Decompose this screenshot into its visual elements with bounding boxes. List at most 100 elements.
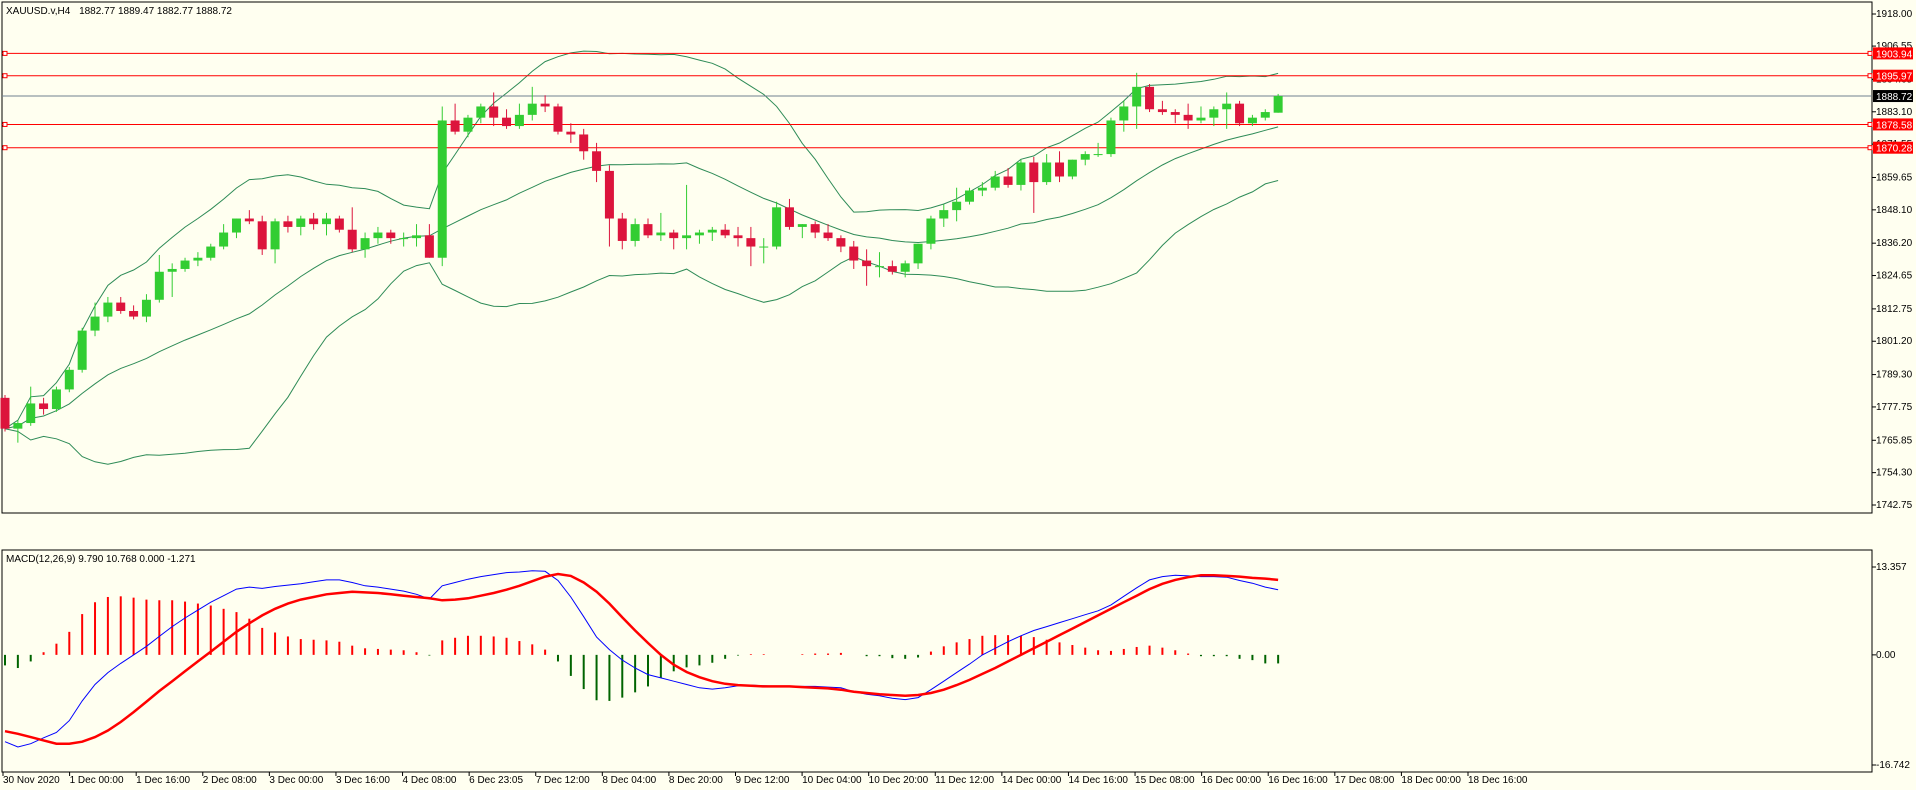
bear-candle bbox=[784, 207, 794, 227]
bull-candle bbox=[270, 221, 280, 250]
bull-candle bbox=[1247, 117, 1257, 124]
macd-panel-frame bbox=[1, 549, 1873, 773]
bull-candle bbox=[412, 235, 422, 239]
level-anchor-right bbox=[1867, 121, 1873, 127]
level-tag-label: 1903.94 bbox=[1876, 49, 1913, 60]
bear-candle bbox=[1029, 162, 1039, 183]
bull-candle bbox=[463, 117, 473, 132]
macd-tick-label: 0.00 bbox=[1876, 650, 1896, 661]
candlesticks bbox=[0, 72, 1283, 443]
bull-candle bbox=[103, 302, 113, 317]
price-tick-label: 1777.75 bbox=[1876, 402, 1913, 413]
price-tick-label: 1742.75 bbox=[1876, 500, 1913, 511]
price-tags: 1903.94 1895.97 1878.58 1870.28 1888.72 bbox=[1873, 47, 1913, 155]
bear-candle bbox=[116, 302, 126, 311]
bull-candle bbox=[1042, 162, 1052, 183]
price-tick-label: 1918.00 bbox=[1876, 9, 1913, 20]
level-tag bbox=[1873, 118, 1913, 131]
macd-tick-label: 13.357 bbox=[1876, 562, 1907, 573]
bull-candle bbox=[913, 243, 923, 264]
macd-tick-label: -16.742 bbox=[1876, 760, 1910, 771]
bear-candle bbox=[244, 218, 254, 222]
bull-candle bbox=[772, 207, 782, 247]
bull-candle bbox=[180, 260, 190, 269]
bear-candle bbox=[579, 134, 589, 152]
bull-candle bbox=[1260, 112, 1270, 118]
bull-candle bbox=[630, 224, 640, 241]
price-tick-label: 1812.75 bbox=[1876, 304, 1913, 315]
bear-candle bbox=[604, 170, 614, 219]
bull-candle bbox=[296, 218, 306, 227]
bull-candle bbox=[141, 299, 151, 317]
symbol-label: XAUUSD.v,H4 1882.77 1889.47 1882.77 1888… bbox=[6, 6, 232, 17]
time-tick-label: 2 Dec 08:00 bbox=[203, 775, 257, 786]
time-tick-label: 14 Dec 00:00 bbox=[1002, 775, 1062, 786]
bear-candle bbox=[849, 246, 859, 261]
current-price-label: 1888.72 bbox=[1876, 92, 1913, 103]
bear-candle bbox=[129, 310, 139, 317]
bull-candle bbox=[900, 263, 910, 272]
price-tick-label: 1848.10 bbox=[1876, 205, 1913, 216]
time-tick-label: 17 Dec 08:00 bbox=[1335, 775, 1395, 786]
bull-candle bbox=[219, 232, 229, 247]
time-tick-label: 15 Dec 08:00 bbox=[1135, 775, 1195, 786]
symbol-name: XAUUSD.v,H4 bbox=[6, 6, 71, 17]
level-anchor-right bbox=[1867, 145, 1873, 151]
time-tick-label: 7 Dec 12:00 bbox=[536, 775, 590, 786]
price-tick-label: 1765.85 bbox=[1876, 435, 1913, 446]
bull-candle bbox=[399, 238, 409, 240]
bull-candle bbox=[360, 238, 370, 250]
level-tag bbox=[1873, 69, 1913, 82]
level-tag-label: 1895.97 bbox=[1876, 72, 1913, 83]
bear-candle bbox=[1183, 114, 1193, 121]
bear-candle bbox=[1170, 112, 1180, 115]
bull-candle bbox=[759, 246, 769, 248]
level-anchor-left bbox=[2, 50, 8, 56]
time-tick-label: 4 Dec 08:00 bbox=[403, 775, 457, 786]
price-tick-label: 1859.65 bbox=[1876, 172, 1913, 183]
time-tick-label: 18 Dec 00:00 bbox=[1401, 775, 1461, 786]
bull-candle bbox=[167, 268, 177, 272]
bear-candle bbox=[720, 229, 730, 236]
bear-candle bbox=[566, 131, 576, 135]
level-tag-label: 1870.28 bbox=[1876, 144, 1913, 155]
bear-candle bbox=[1157, 109, 1167, 113]
level-tag bbox=[1873, 141, 1913, 154]
bull-candle bbox=[373, 232, 383, 239]
macd-lines bbox=[4, 570, 1279, 748]
bollinger-upper-band bbox=[4, 50, 1279, 430]
bear-candle bbox=[617, 218, 627, 241]
bear-candle bbox=[489, 106, 499, 118]
bull-candle bbox=[977, 187, 987, 191]
time-tick-label: 8 Dec 04:00 bbox=[602, 775, 656, 786]
bear-candle bbox=[0, 397, 10, 429]
bull-candle bbox=[694, 232, 704, 236]
bull-candle bbox=[206, 246, 216, 258]
bear-candle bbox=[592, 151, 602, 171]
time-tick-label: 3 Dec 00:00 bbox=[269, 775, 323, 786]
bull-candle bbox=[514, 114, 524, 127]
time-tick-label: 6 Dec 23:05 bbox=[469, 775, 523, 786]
price-panel-frame bbox=[1, 1, 1873, 514]
time-tick-label: 16 Dec 16:00 bbox=[1268, 775, 1328, 786]
level-anchor-right bbox=[1867, 50, 1873, 56]
bull-candle bbox=[656, 232, 666, 236]
price-tick-label: 1824.65 bbox=[1876, 271, 1913, 282]
bull-candle bbox=[1106, 120, 1116, 155]
price-tick-label: 1906.55 bbox=[1876, 41, 1913, 52]
bull-candle bbox=[1273, 96, 1283, 113]
bull-candle bbox=[1119, 106, 1129, 121]
bear-candle bbox=[746, 238, 756, 247]
level-anchor-left bbox=[2, 73, 8, 79]
bollinger-lower-band bbox=[4, 180, 1279, 465]
macd-histogram bbox=[4, 596, 1280, 701]
bull-candle bbox=[874, 266, 884, 268]
price-tick-label: 1883.10 bbox=[1876, 107, 1913, 118]
current-price-tag bbox=[1873, 90, 1913, 103]
horizontal-levels[interactable] bbox=[2, 50, 1873, 151]
bull-candle bbox=[1196, 117, 1206, 121]
time-axis: 30 Nov 2020 1 Dec 00:00 1 Dec 16:00 2 Dec 0… bbox=[2, 772, 1528, 786]
time-tick-label: 16 Dec 00:00 bbox=[1202, 775, 1262, 786]
